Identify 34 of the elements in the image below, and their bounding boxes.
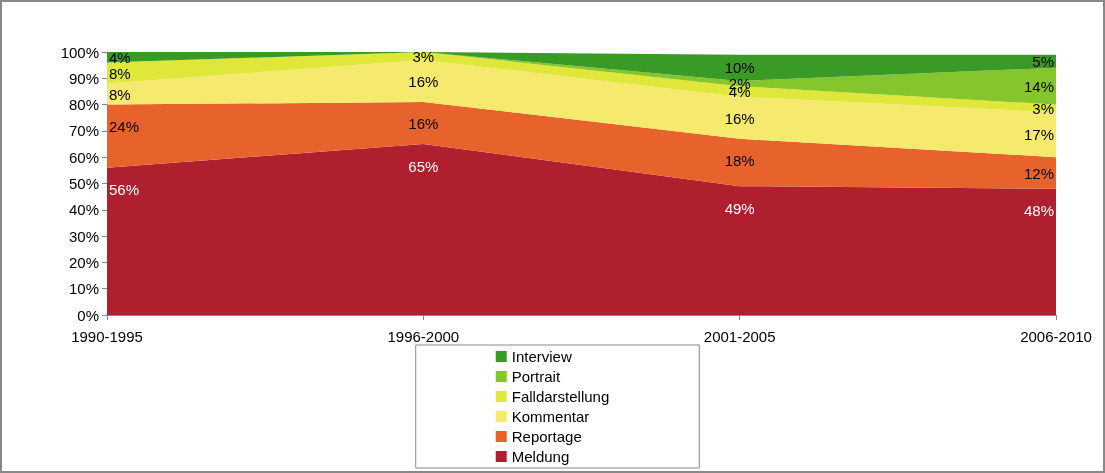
data-label: 16% [408, 72, 439, 90]
data-label: 24% [109, 118, 140, 136]
data-label: 8% [109, 85, 131, 103]
data-label: 10% [724, 59, 755, 77]
y-tick-label: 20% [68, 253, 99, 271]
legend-label: Falldarstellung [511, 388, 610, 405]
data-label: 14% [1023, 77, 1054, 95]
legend-label: Meldung [511, 448, 570, 465]
data-label: 5% [1032, 52, 1054, 70]
data-label: 4% [109, 48, 131, 66]
data-label: 16% [408, 114, 439, 132]
y-tick-label: 70% [68, 122, 99, 140]
legend-label: Kommentar [511, 408, 590, 425]
y-tick-label: 60% [68, 148, 99, 166]
legend-label: Portrait [511, 368, 561, 385]
x-tick-label: 2001-2005 [703, 328, 776, 345]
y-tick-label: 80% [68, 96, 99, 114]
y-tick-label: 90% [68, 69, 99, 87]
data-label: 16% [724, 109, 755, 127]
x-tick-label: 1996-2000 [387, 328, 460, 345]
legend-label: Interview [511, 348, 572, 365]
x-tick-label: 2006-2010 [1020, 328, 1092, 345]
data-label: 3% [1032, 100, 1054, 118]
y-tick-label: 100% [60, 43, 99, 61]
x-tick-label: 1990-1995 [71, 328, 143, 345]
data-label: 17% [1023, 125, 1054, 143]
y-tick-label: 40% [68, 201, 99, 219]
y-tick-label: 10% [68, 280, 99, 298]
y-tick-label: 50% [68, 175, 99, 192]
y-tick-label: 0% [77, 306, 99, 324]
y-tick-label: 30% [68, 227, 99, 245]
data-label: 8% [109, 64, 131, 82]
legend-label: Reportage [511, 428, 582, 445]
data-label: 3% [412, 47, 435, 65]
